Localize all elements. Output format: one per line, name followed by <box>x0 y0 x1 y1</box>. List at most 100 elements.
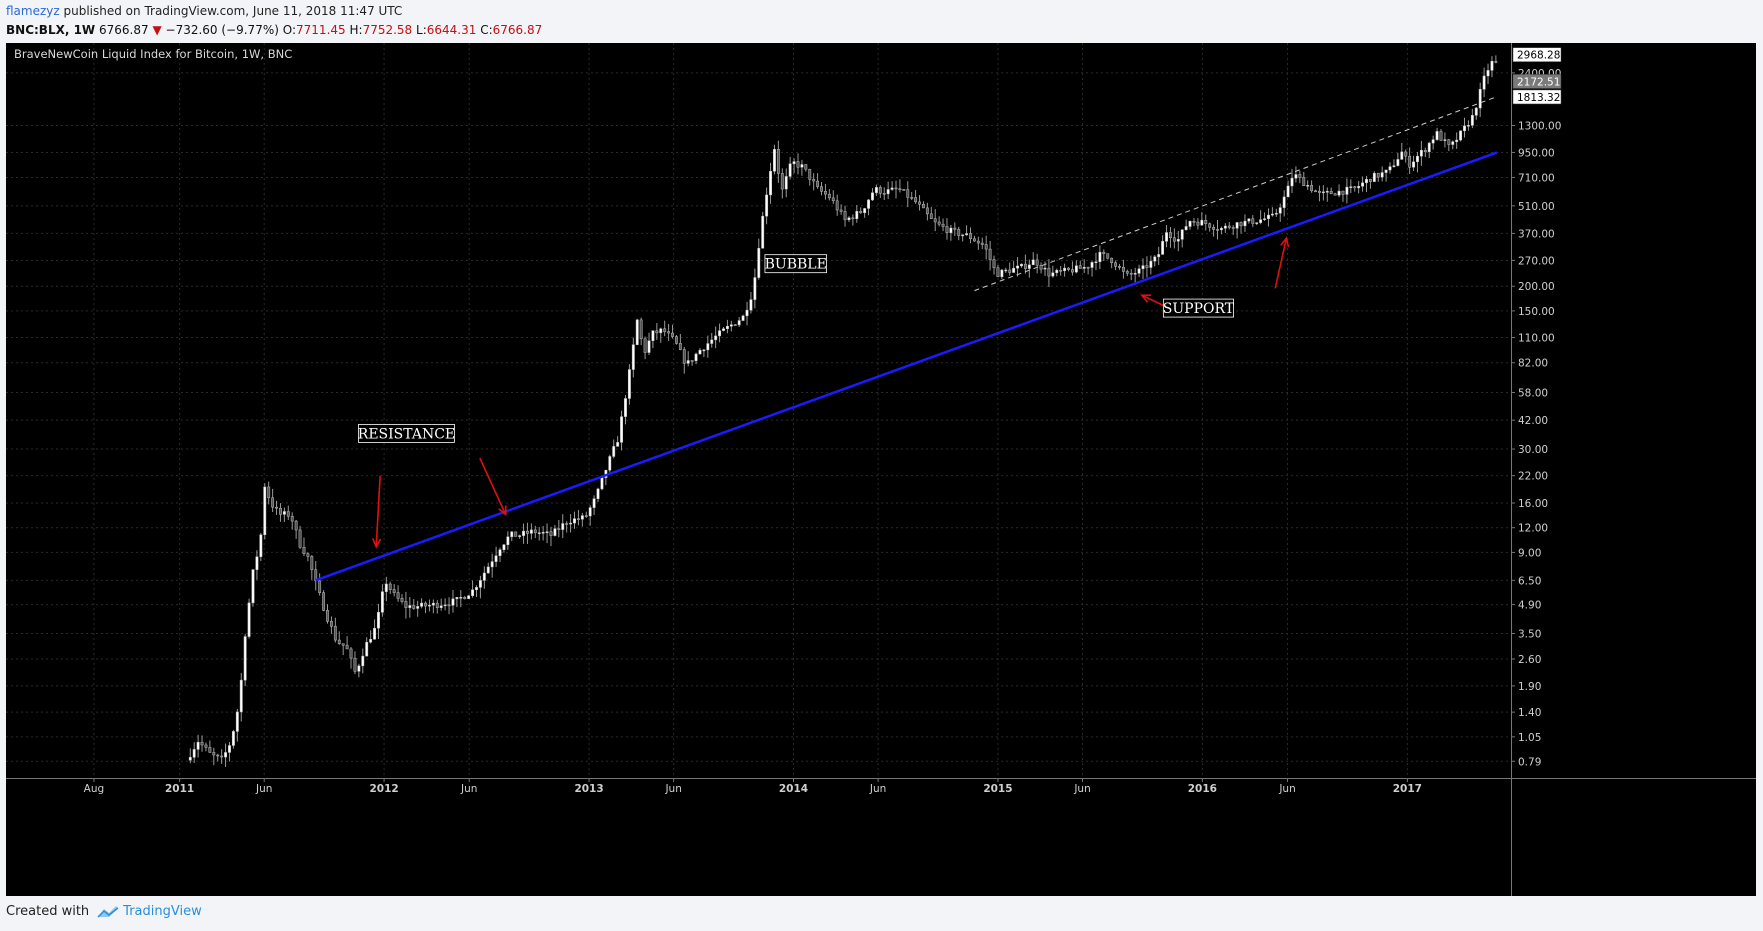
candle-body <box>314 569 318 582</box>
candle-body <box>1082 266 1086 269</box>
arrowhead <box>1280 236 1290 248</box>
candle-body <box>839 209 843 212</box>
candle-body <box>941 223 945 227</box>
candle-body <box>1004 269 1008 272</box>
candle-body <box>902 189 906 191</box>
x-tick-label: 2017 <box>1393 783 1422 795</box>
candle-body <box>824 191 827 195</box>
candle-body <box>914 197 918 203</box>
candle-body <box>188 757 192 761</box>
candle-body <box>1188 221 1192 227</box>
candle-body <box>596 488 600 500</box>
candle-body <box>1074 265 1078 273</box>
candle-body <box>773 149 776 172</box>
dashed-channel-line[interactable] <box>974 96 1498 292</box>
candle-body <box>443 604 447 607</box>
annotation-arrow[interactable] <box>1274 237 1288 289</box>
annotation-box[interactable] <box>1162 298 1234 318</box>
quote-line: BNC:BLX, 1W 6766.87 ▼ −732.60 (−9.77%) O… <box>6 21 542 40</box>
y-tick-label: 1.40 <box>1518 707 1541 719</box>
candle-body <box>1455 139 1459 143</box>
candle-body <box>608 456 612 471</box>
candle-body <box>1039 265 1043 270</box>
candle-body <box>208 747 212 753</box>
y-tick-label: 58.00 <box>1518 387 1548 399</box>
author-link[interactable]: flamezyz <box>6 4 60 18</box>
candle-body <box>635 319 639 345</box>
candle-body <box>612 446 616 457</box>
candle-body <box>1427 142 1431 152</box>
candle-body <box>706 343 710 351</box>
last-price: 6766.87 <box>99 23 149 37</box>
candle-body <box>1235 222 1239 229</box>
candle-body <box>874 187 878 193</box>
candle-body <box>1329 191 1333 195</box>
tradingview-link[interactable]: TradingView <box>97 904 202 919</box>
candle-body <box>961 234 965 237</box>
candle-body <box>1106 253 1110 259</box>
candle-body <box>1467 125 1470 127</box>
candle-body <box>1125 271 1129 274</box>
x-tick-label: 2012 <box>369 783 398 795</box>
candle-body <box>937 221 941 225</box>
candle-body <box>400 598 404 602</box>
candle-body <box>1302 177 1306 187</box>
candle-body <box>373 627 376 640</box>
y-tick-label: 2.60 <box>1518 654 1541 666</box>
candle-body <box>537 532 541 534</box>
y-tick-label: 3.50 <box>1518 628 1541 640</box>
x-tick-label: 2016 <box>1188 783 1217 795</box>
candle-body <box>239 679 243 713</box>
candle-body <box>827 193 831 199</box>
y-tick-label: 950.00 <box>1518 147 1555 159</box>
candle-body <box>757 248 761 278</box>
candle-body <box>1310 185 1314 192</box>
candle-body <box>388 583 392 590</box>
candle-body <box>976 240 980 244</box>
candle-body <box>1463 125 1466 132</box>
candle-body <box>588 507 592 517</box>
candle-body <box>192 749 196 758</box>
candle-body <box>1263 218 1266 220</box>
candle-body <box>471 589 474 596</box>
candle-body <box>1023 263 1027 269</box>
annotation-box[interactable] <box>358 424 455 443</box>
candle-body <box>290 515 294 522</box>
candle-body <box>878 187 882 194</box>
candle-body <box>463 597 467 599</box>
candle-body <box>271 497 275 508</box>
candle-body <box>643 338 647 353</box>
candle-body <box>796 161 800 168</box>
candle-body <box>753 277 757 300</box>
candle-body <box>1306 185 1310 187</box>
candle-body <box>1419 150 1423 157</box>
annotation-box[interactable] <box>764 254 827 274</box>
candle-body <box>933 218 937 223</box>
candle-body <box>1325 191 1329 193</box>
annotation-label-bubble: BUBBLE <box>765 257 827 273</box>
candle-body <box>1192 221 1196 223</box>
candle-body <box>906 189 910 198</box>
candle-body <box>1470 115 1474 126</box>
candle-body <box>1102 251 1106 254</box>
tradingview-logo-icon <box>97 905 119 918</box>
support-trendline[interactable] <box>315 151 1498 582</box>
price-chart[interactable]: BUBBLE RESISTANCE SUPPORT 0.79 1.05 1.40 1.90 2… <box>6 43 1756 896</box>
candle-body <box>925 207 929 215</box>
candle-body <box>282 511 286 515</box>
candle-body <box>725 326 729 329</box>
candle-body <box>408 605 412 608</box>
annotation-arrow[interactable] <box>375 475 381 547</box>
x-tick-label: 2013 <box>574 783 603 795</box>
candle-body <box>1294 174 1298 179</box>
publish-info: flamezyz published on TradingView.com, J… <box>6 2 402 21</box>
candle-body <box>1270 213 1274 216</box>
candle-body <box>1035 259 1039 266</box>
candle-body <box>235 711 239 732</box>
candle-body <box>220 755 224 758</box>
candle-body <box>1349 186 1353 188</box>
chart-panel[interactable]: BUBBLE RESISTANCE SUPPORT 0.79 1.05 1.40 1.90 2… <box>6 43 1756 896</box>
candle-body <box>855 211 859 220</box>
annotation-arrow[interactable] <box>479 457 507 515</box>
candle-body <box>357 665 361 672</box>
